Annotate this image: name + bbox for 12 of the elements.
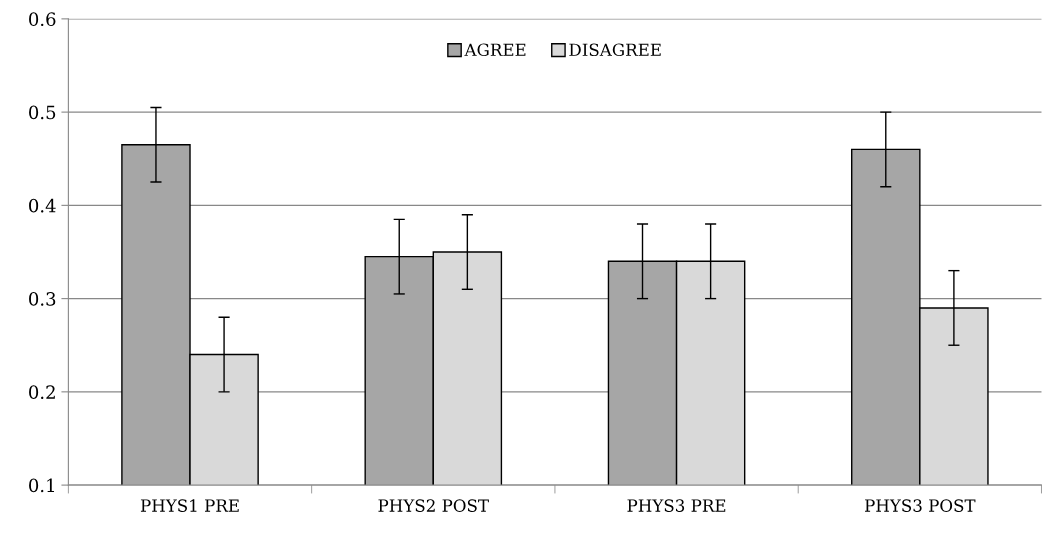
legend-label: DISAGREE (569, 43, 661, 57)
x-tick-label: PHYS2 POST (378, 499, 489, 512)
y-tick-label: 0.2 (29, 385, 55, 399)
legend-label: AGREE (464, 43, 526, 57)
y-tick-label: 0.3 (29, 292, 56, 306)
x-tick-label: PHYS3 POST (865, 499, 976, 512)
y-tick-label: 0.6 (29, 12, 56, 26)
y-tick-label: 0.4 (29, 198, 56, 213)
x-tick-label: PHYS3 PRE (627, 499, 726, 512)
x-tick-label: PHYS1 PRE (140, 499, 239, 512)
y-tick-label: 0.5 (29, 105, 56, 120)
y-tick-label: 0.1 (29, 478, 55, 493)
